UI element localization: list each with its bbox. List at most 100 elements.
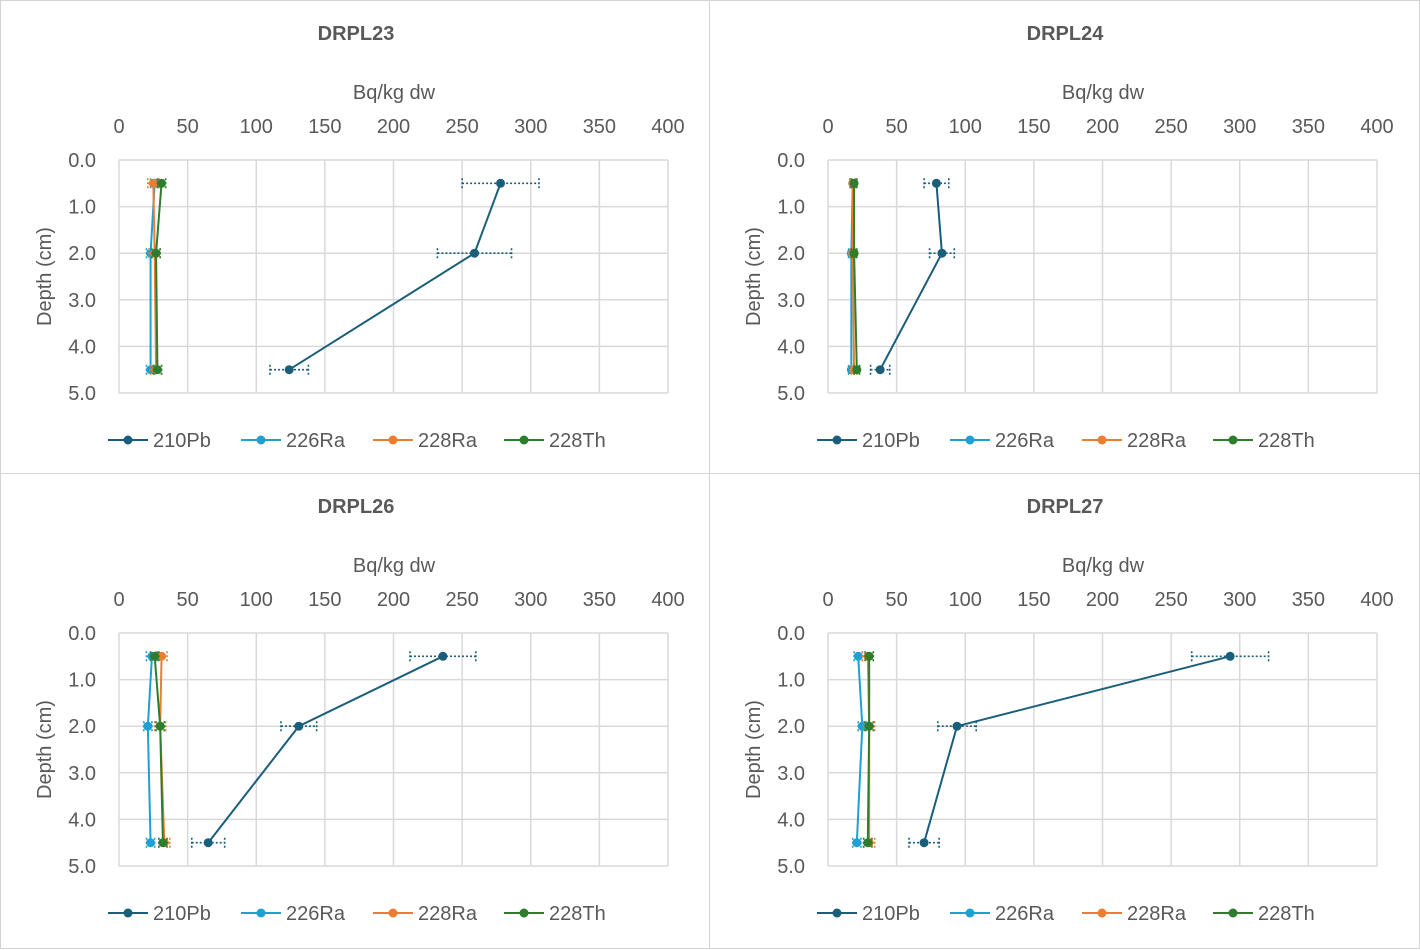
x-tick-label: 300: [1223, 589, 1256, 611]
y-tick-label: 5.0: [777, 383, 805, 405]
legend-label: 210Pb: [153, 430, 211, 452]
legend-label: 226Ra: [995, 903, 1055, 925]
y-tick-label: 5.0: [777, 856, 805, 878]
legend-marker: [1097, 908, 1107, 918]
y-tick-label: 5.0: [68, 383, 96, 405]
x-tick-label: 100: [949, 116, 982, 138]
legend-item-228Ra: 228Ra: [373, 430, 478, 452]
legend-label: 210Pb: [153, 903, 211, 925]
series-228Th: [151, 178, 167, 375]
legend-label: 228Th: [1258, 430, 1315, 452]
chart-panel-drpl26: DRPL26 Bq/kg dw Depth (cm) 0 50 100 150 200 250 3…: [0, 473, 710, 949]
series-228Th: [862, 651, 875, 848]
legend-marker: [1228, 908, 1238, 918]
y-tick-label: 0.0: [68, 150, 96, 172]
data-point: [152, 365, 162, 375]
y-tick-label: 4.0: [777, 809, 805, 831]
legend-marker: [1097, 435, 1107, 445]
y-tick-label: 2.0: [777, 716, 805, 738]
data-point: [158, 838, 168, 848]
data-point: [852, 838, 862, 848]
data-point: [931, 178, 941, 188]
chart-svg: DRPL27 Bq/kg dw Depth (cm) 0 50 100 150 200 250 3…: [743, 496, 1394, 925]
x-tick-label: 150: [1017, 589, 1050, 611]
x-tick-label: 0: [822, 589, 833, 611]
data-point: [284, 365, 294, 375]
chart-panel-drpl27: DRPL27 Bq/kg dw Depth (cm) 0 50 100 150 200 250 3…: [709, 473, 1420, 949]
y-tick-label: 0.0: [68, 623, 96, 645]
x-tick-label: 50: [177, 589, 199, 611]
y-tick-label: 2.0: [68, 243, 96, 265]
y-tick-label: 1.0: [777, 670, 805, 692]
legend-label: 228Ra: [418, 903, 478, 925]
series-line: [288, 182, 502, 371]
x-tick-label: 400: [1360, 116, 1393, 138]
legend-label: 210Pb: [862, 903, 920, 925]
legend-marker: [123, 908, 133, 918]
series-228Th: [849, 178, 862, 375]
legend-label: 228Ra: [1127, 430, 1187, 452]
series-line: [855, 656, 864, 843]
x-tick-label: 400: [1360, 589, 1393, 611]
legend-item-228Th: 228Th: [1213, 430, 1315, 452]
x-tick-label: 150: [308, 589, 341, 611]
data-point: [148, 178, 158, 188]
data-point: [857, 721, 867, 731]
y-axis-title: Depth (cm): [34, 227, 56, 326]
x-tick-label: 250: [1154, 116, 1187, 138]
legend-item-210Pb: 210Pb: [108, 903, 211, 925]
y-axis-title: Depth (cm): [34, 700, 56, 799]
x-tick-label: 400: [651, 589, 684, 611]
legend-item-228Ra: 228Ra: [1082, 430, 1187, 452]
legend-marker: [388, 908, 398, 918]
data-point: [294, 721, 304, 731]
y-tick-label: 3.0: [68, 290, 96, 312]
x-tick-label: 150: [308, 116, 341, 138]
legend-item-226Ra: 226Ra: [950, 430, 1055, 452]
x-tick-label: 200: [1086, 116, 1119, 138]
x-tick-label: 200: [377, 589, 410, 611]
legend-label: 228Th: [549, 903, 606, 925]
data-point: [438, 651, 448, 661]
y-tick-label: 2.0: [68, 716, 96, 738]
legend-item-228Th: 228Th: [1213, 903, 1315, 925]
x-tick-label: 350: [1292, 589, 1325, 611]
x-tick-label: 0: [113, 589, 124, 611]
legend-marker: [123, 435, 133, 445]
data-point: [853, 651, 863, 661]
series-226Ra: [142, 651, 159, 848]
legend-item-228Th: 228Th: [504, 903, 606, 925]
legend-label: 226Ra: [286, 903, 346, 925]
data-point: [157, 651, 167, 661]
chart-title: DRPL27: [1027, 496, 1104, 518]
data-point: [1225, 651, 1235, 661]
x-tick-label: 150: [1017, 116, 1050, 138]
data-point: [919, 838, 929, 848]
legend-label: 228Ra: [1127, 903, 1187, 925]
data-point: [952, 721, 962, 731]
data-point: [151, 248, 161, 258]
data-point: [469, 248, 479, 258]
x-tick-label: 350: [583, 589, 616, 611]
x-tick-label: 50: [177, 116, 199, 138]
legend-item-210Pb: 210Pb: [108, 430, 211, 452]
legend-marker: [1228, 435, 1238, 445]
y-tick-label: 3.0: [68, 763, 96, 785]
legend-marker: [519, 908, 529, 918]
legend-item-226Ra: 226Ra: [241, 430, 346, 452]
series-line: [879, 183, 943, 371]
legend-label: 226Ra: [995, 430, 1055, 452]
x-tick-label: 200: [377, 116, 410, 138]
legend-marker: [965, 435, 975, 445]
legend-label: 210Pb: [862, 430, 920, 452]
x-tick-label: 250: [445, 116, 478, 138]
data-point: [143, 721, 153, 731]
y-tick-label: 5.0: [68, 856, 96, 878]
x-axis-title: Bq/kg dw: [1062, 555, 1145, 577]
legend-item-228Ra: 228Ra: [373, 903, 478, 925]
chart-svg: DRPL26 Bq/kg dw Depth (cm) 0 50 100 150 200 250 3…: [34, 496, 685, 925]
y-tick-label: 4.0: [68, 336, 96, 358]
legend-item-228Ra: 228Ra: [1082, 903, 1187, 925]
legend-label: 228Th: [1258, 903, 1315, 925]
y-tick-label: 4.0: [777, 336, 805, 358]
